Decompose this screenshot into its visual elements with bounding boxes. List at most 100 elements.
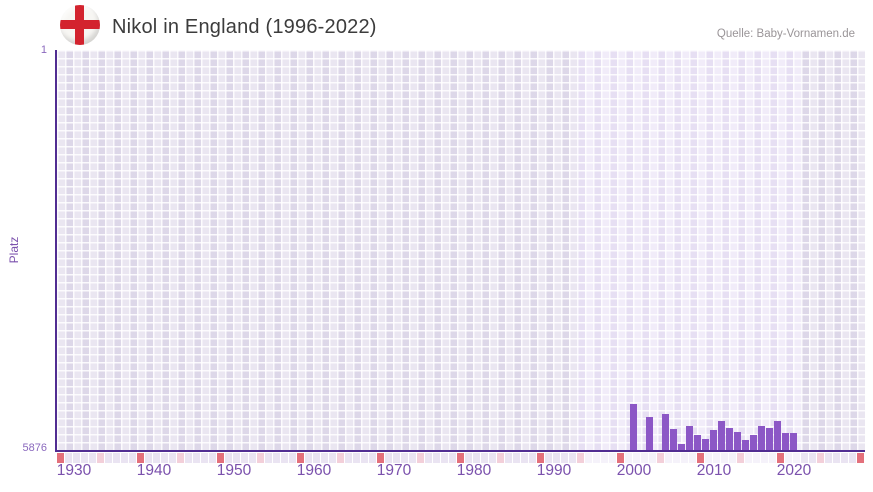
x-tick-label-1970: 1970 <box>376 462 412 479</box>
tick-cell <box>105 453 112 463</box>
tick-cell <box>545 453 552 463</box>
tick-cell <box>97 453 104 463</box>
tick-cell <box>345 453 352 463</box>
x-tick-label-1990: 1990 <box>536 462 572 479</box>
tick-cell <box>825 453 832 463</box>
tick-cell <box>489 453 496 463</box>
tick-cell <box>249 453 256 463</box>
tick-cell <box>265 453 272 463</box>
decade-tick-cell <box>377 453 384 463</box>
bar-series <box>57 50 865 450</box>
rank-bar-2016[interactable] <box>758 426 765 450</box>
rank-bar-2009[interactable] <box>702 439 709 450</box>
tick-cell <box>153 453 160 463</box>
tick-cell <box>513 453 520 463</box>
rank-bar-2020[interactable] <box>790 432 797 450</box>
tick-cell <box>321 453 328 463</box>
rank-bar-2019[interactable] <box>782 432 789 450</box>
rank-bar-2005[interactable] <box>670 428 677 450</box>
tick-cell <box>177 453 184 463</box>
tick-cell <box>369 453 376 463</box>
tick-cell <box>409 453 416 463</box>
x-tick-label-1940: 1940 <box>136 462 172 479</box>
rank-bar-2017[interactable] <box>766 427 773 450</box>
tick-cell <box>585 453 592 463</box>
tick-cell <box>201 453 208 463</box>
rank-bar-2006[interactable] <box>678 444 685 450</box>
tick-cell <box>481 453 488 463</box>
rank-bar-2012[interactable] <box>726 427 733 450</box>
tick-cell <box>273 453 280 463</box>
tick-cell <box>305 453 312 463</box>
rank-bar-2004[interactable] <box>662 414 669 450</box>
rank-bar-2002[interactable] <box>646 416 653 450</box>
tick-cell <box>185 453 192 463</box>
tick-cell <box>161 453 168 463</box>
tick-cell <box>561 453 568 463</box>
source-attribution: Quelle: Baby-Vornamen.de <box>716 28 855 40</box>
tick-cell <box>417 453 424 463</box>
decade-tick-cell <box>217 453 224 463</box>
tick-cell <box>209 453 216 463</box>
decade-tick-cell <box>697 453 704 463</box>
tick-cell <box>609 453 616 463</box>
tick-cell <box>257 453 264 463</box>
tick-cell <box>769 453 776 463</box>
tick-cell <box>649 453 656 463</box>
rank-bar-2010[interactable] <box>710 429 717 450</box>
tick-cell <box>785 453 792 463</box>
decade-tick-cell <box>857 453 864 463</box>
tick-cell <box>401 453 408 463</box>
tick-cell <box>497 453 504 463</box>
tick-cell <box>569 453 576 463</box>
x-axis-line <box>55 450 865 452</box>
tick-cell <box>745 453 752 463</box>
rank-bar-2008[interactable] <box>694 434 701 450</box>
rank-bar-2007[interactable] <box>686 426 693 450</box>
tick-cell <box>353 453 360 463</box>
tick-cell <box>281 453 288 463</box>
x-tick-label-2010: 2010 <box>696 462 732 479</box>
tick-cell <box>689 453 696 463</box>
rank-bar-2014[interactable] <box>742 439 749 450</box>
y-axis-line <box>55 50 57 452</box>
tick-cell <box>625 453 632 463</box>
rank-bar-2000[interactable] <box>630 404 637 450</box>
tick-cell <box>633 453 640 463</box>
decade-tick-cell <box>57 453 64 463</box>
tick-cell <box>641 453 648 463</box>
decade-tick-cell <box>297 453 304 463</box>
plot-area <box>57 50 865 450</box>
rank-bar-2013[interactable] <box>734 431 741 450</box>
rank-bar-2018[interactable] <box>774 421 781 450</box>
tick-cell <box>809 453 816 463</box>
tick-cell <box>681 453 688 463</box>
tick-cell <box>385 453 392 463</box>
tick-cell <box>473 453 480 463</box>
england-flag-icon <box>60 5 100 45</box>
tick-cell <box>793 453 800 463</box>
rank-bar-2011[interactable] <box>718 421 725 450</box>
decade-tick-cell <box>457 453 464 463</box>
page-title: Nikol in England (1996-2022) <box>112 16 377 38</box>
tick-cell <box>577 453 584 463</box>
tick-cell <box>465 453 472 463</box>
tick-cell <box>441 453 448 463</box>
tick-cell <box>361 453 368 463</box>
tick-cell <box>241 453 248 463</box>
tick-cell <box>833 453 840 463</box>
x-tick-label-2020: 2020 <box>776 462 812 479</box>
tick-cell <box>121 453 128 463</box>
tick-cell <box>449 453 456 463</box>
x-tick-label-2000: 2000 <box>616 462 652 479</box>
tick-cell <box>337 453 344 463</box>
tick-cell <box>817 453 824 463</box>
y-axis-min-label: 5876 <box>22 442 47 454</box>
x-tick-label-1950: 1950 <box>216 462 252 479</box>
tick-cell <box>169 453 176 463</box>
rank-bar-2015[interactable] <box>750 434 757 450</box>
x-tick-label-1960: 1960 <box>296 462 332 479</box>
tick-cell <box>233 453 240 463</box>
tick-cell <box>505 453 512 463</box>
tick-cell <box>393 453 400 463</box>
